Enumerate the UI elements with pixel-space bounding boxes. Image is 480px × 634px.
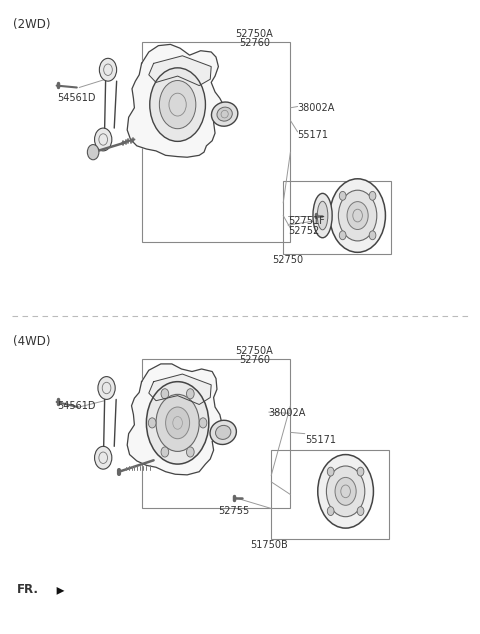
Text: 55171: 55171 bbox=[305, 435, 336, 445]
Circle shape bbox=[199, 418, 207, 428]
Circle shape bbox=[330, 179, 385, 252]
Circle shape bbox=[186, 447, 194, 457]
Circle shape bbox=[95, 446, 112, 469]
Circle shape bbox=[318, 455, 373, 528]
Circle shape bbox=[146, 382, 209, 464]
Ellipse shape bbox=[212, 102, 238, 126]
Circle shape bbox=[87, 145, 99, 160]
Circle shape bbox=[156, 394, 199, 451]
Circle shape bbox=[150, 68, 205, 141]
Text: 54561D: 54561D bbox=[58, 401, 96, 411]
Text: 52755: 52755 bbox=[218, 506, 250, 516]
Circle shape bbox=[161, 447, 169, 457]
Text: (2WD): (2WD) bbox=[13, 18, 51, 31]
Ellipse shape bbox=[313, 193, 332, 238]
Bar bbox=[271, 450, 389, 539]
Text: 52750A: 52750A bbox=[236, 346, 273, 356]
Circle shape bbox=[357, 467, 364, 476]
Text: 38002A: 38002A bbox=[269, 408, 306, 418]
Text: 52760: 52760 bbox=[239, 355, 270, 365]
Circle shape bbox=[327, 467, 334, 476]
Circle shape bbox=[148, 418, 156, 428]
Circle shape bbox=[99, 58, 117, 81]
Bar bbox=[142, 42, 290, 242]
Bar bbox=[142, 359, 290, 508]
Circle shape bbox=[95, 128, 112, 151]
Text: 52751F: 52751F bbox=[288, 216, 325, 226]
Circle shape bbox=[357, 507, 364, 515]
Circle shape bbox=[161, 389, 169, 399]
Text: 52750A: 52750A bbox=[236, 29, 273, 39]
Circle shape bbox=[369, 191, 376, 200]
Circle shape bbox=[326, 466, 365, 517]
Circle shape bbox=[186, 389, 194, 399]
Text: 38002A: 38002A bbox=[298, 103, 335, 113]
Circle shape bbox=[159, 81, 196, 129]
Circle shape bbox=[339, 191, 346, 200]
Circle shape bbox=[347, 202, 368, 230]
Text: 52750: 52750 bbox=[273, 255, 304, 265]
Text: 55171: 55171 bbox=[298, 130, 329, 140]
Circle shape bbox=[339, 231, 346, 240]
Circle shape bbox=[166, 407, 190, 439]
Text: 51750B: 51750B bbox=[250, 540, 288, 550]
Polygon shape bbox=[149, 374, 211, 404]
Polygon shape bbox=[127, 364, 222, 475]
Polygon shape bbox=[149, 56, 211, 86]
Ellipse shape bbox=[210, 420, 236, 444]
Text: 52760: 52760 bbox=[239, 38, 270, 48]
Ellipse shape bbox=[317, 202, 328, 230]
Text: FR.: FR. bbox=[17, 583, 39, 596]
Circle shape bbox=[327, 507, 334, 515]
Ellipse shape bbox=[216, 425, 231, 439]
Circle shape bbox=[369, 231, 376, 240]
Circle shape bbox=[98, 377, 115, 399]
Ellipse shape bbox=[217, 107, 232, 121]
Circle shape bbox=[335, 477, 356, 505]
Bar bbox=[283, 181, 391, 254]
Polygon shape bbox=[127, 44, 223, 157]
Text: (4WD): (4WD) bbox=[13, 335, 51, 348]
Circle shape bbox=[338, 190, 377, 241]
Text: 54561D: 54561D bbox=[58, 93, 96, 103]
Text: 52752: 52752 bbox=[288, 226, 319, 236]
